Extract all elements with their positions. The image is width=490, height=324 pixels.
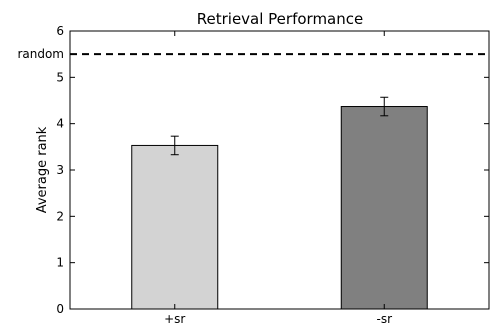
- y-tick-label-1: 1: [56, 256, 64, 270]
- y-tick-label-4: 4: [56, 117, 64, 131]
- y-tick-label-6: 6: [56, 24, 64, 38]
- plot-area: 0 1 2 3 4 5 6 +sr -sr random: [17, 24, 490, 324]
- x-tick-label-0: +sr: [164, 312, 185, 324]
- y-tick-label-2: 2: [56, 209, 64, 223]
- x-tick-label-1: -sr: [376, 312, 392, 324]
- chart-title: Retrieval Performance: [197, 10, 363, 28]
- bar-1: [340, 106, 428, 310]
- random-reference-label: random: [17, 47, 64, 61]
- y-axis-label: Average rank: [35, 126, 50, 213]
- y-tick-label-0: 0: [56, 302, 64, 316]
- y-tick-label-5: 5: [56, 70, 64, 84]
- bar-0: [131, 144, 219, 310]
- y-tick-label-3: 3: [56, 163, 64, 177]
